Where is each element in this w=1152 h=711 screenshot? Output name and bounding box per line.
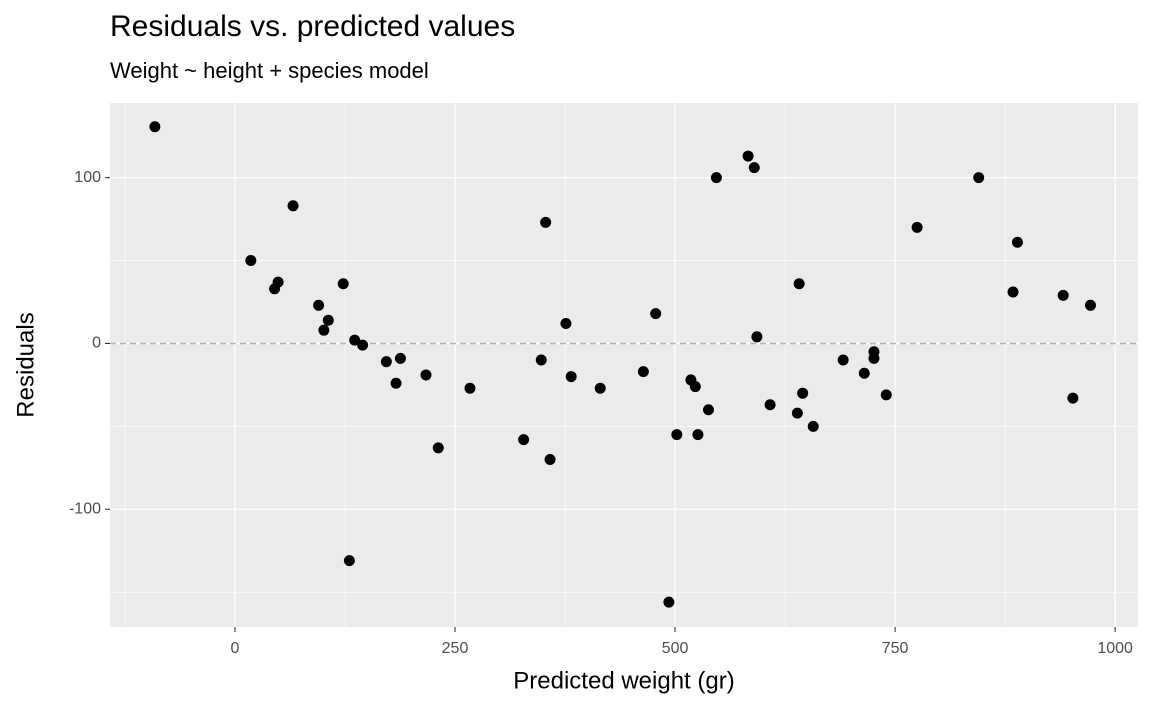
point [837, 354, 849, 366]
point [245, 255, 257, 267]
point [390, 377, 402, 389]
point [349, 334, 361, 346]
x-tick-label: 250 [442, 640, 469, 657]
point [420, 369, 432, 381]
point [742, 150, 754, 162]
x-tick-label: 500 [662, 640, 689, 657]
point [807, 420, 819, 432]
point [357, 339, 369, 351]
point [272, 276, 284, 288]
point [594, 382, 606, 394]
point [793, 278, 805, 290]
point [149, 121, 161, 133]
point [868, 346, 880, 358]
point [748, 162, 760, 174]
point [464, 382, 476, 394]
point [689, 381, 701, 393]
point [544, 454, 556, 466]
point [318, 324, 330, 336]
point [1067, 392, 1079, 404]
point [637, 366, 649, 378]
panel [110, 103, 1138, 627]
point [880, 389, 892, 401]
point [560, 318, 572, 330]
point [911, 221, 923, 233]
point [1011, 236, 1023, 248]
x-tick-label: 1000 [1097, 640, 1133, 657]
point [671, 429, 683, 441]
chart-title: Residuals vs. predicted values [110, 10, 515, 43]
point [751, 331, 763, 343]
point [565, 371, 577, 383]
point [692, 429, 704, 441]
y-tick-label: -100 [69, 500, 101, 517]
x-axis-label: Predicted weight (gr) [513, 667, 734, 694]
point [710, 172, 722, 184]
point [394, 352, 406, 364]
point [791, 407, 803, 419]
point [663, 596, 675, 608]
chart-subtitle: Weight ~ height + species model [110, 58, 429, 83]
point [650, 308, 662, 320]
point [797, 387, 809, 399]
x-tick-label: 0 [231, 640, 240, 657]
point [535, 354, 547, 366]
point [1007, 286, 1019, 298]
point [337, 278, 349, 290]
point [432, 442, 444, 454]
point [380, 356, 392, 368]
point [858, 367, 870, 379]
point [1057, 289, 1069, 301]
y-tick-label: 100 [74, 169, 101, 186]
y-axis-label: Residuals [12, 312, 39, 417]
point [322, 314, 334, 326]
point [343, 555, 355, 567]
point [973, 172, 985, 184]
point [702, 404, 714, 416]
y-tick-label: 0 [92, 335, 101, 352]
point [313, 299, 325, 311]
point [287, 200, 299, 212]
x-tick-label: 750 [882, 640, 909, 657]
point [764, 399, 776, 411]
point [540, 216, 552, 228]
point [518, 434, 530, 446]
point [1084, 299, 1096, 311]
